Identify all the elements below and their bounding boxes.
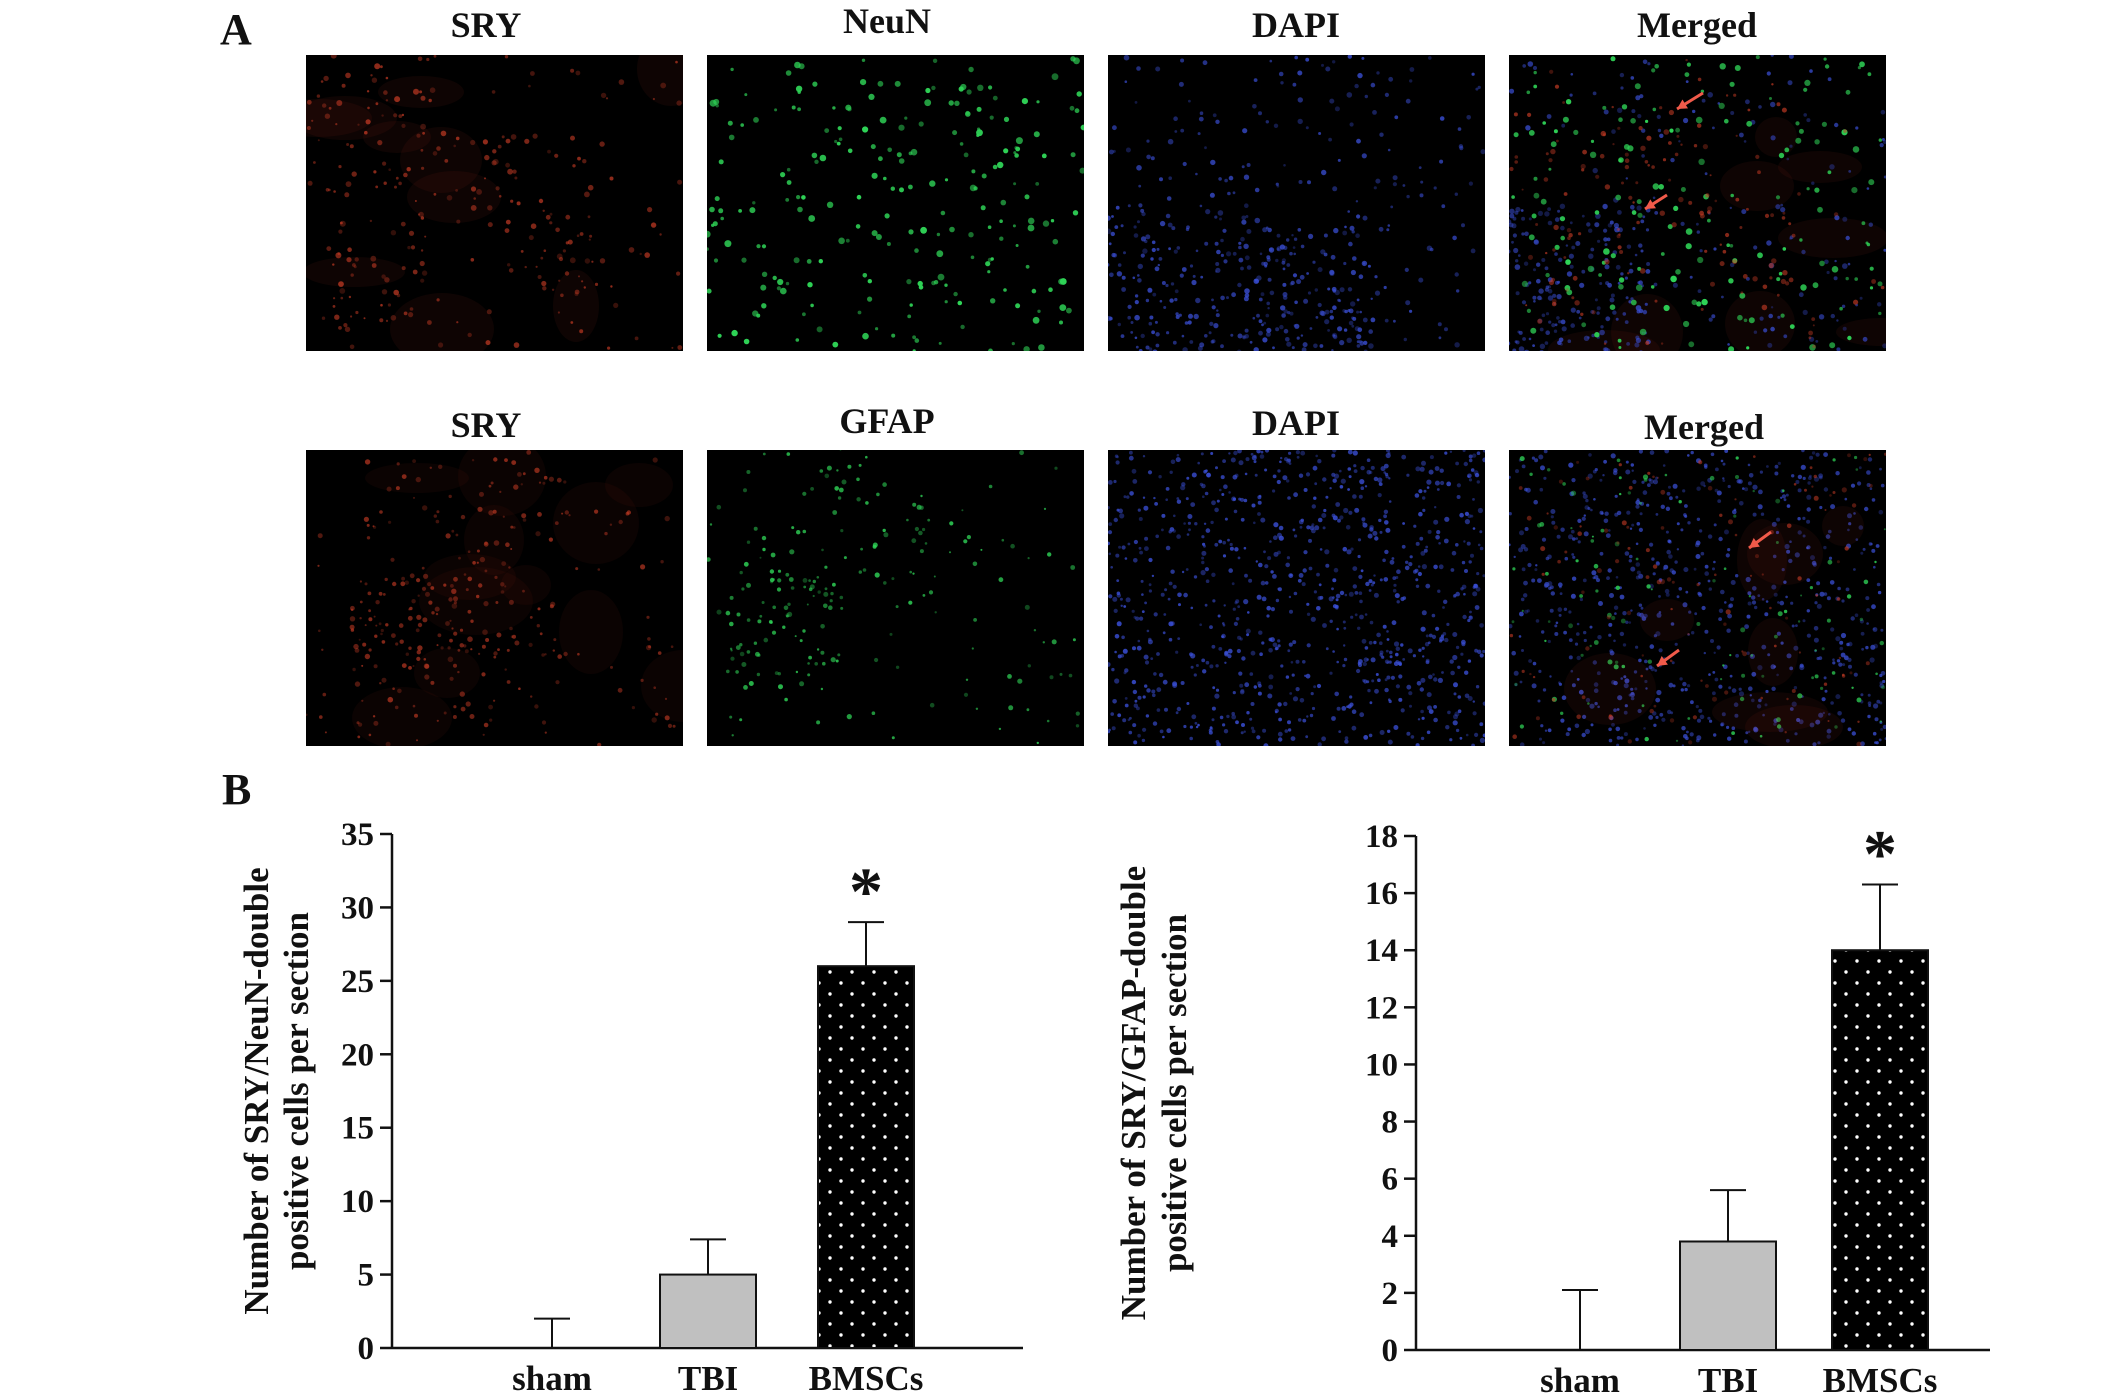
x-tick-label: BMSCs	[1823, 1361, 1938, 1394]
row1-label-sry: SRY	[450, 5, 522, 45]
x-tick-label: sham	[1540, 1361, 1620, 1394]
y-tick-label: 35	[341, 817, 374, 853]
x-tick-label: TBI	[1698, 1361, 1758, 1394]
y-tick-label: 5	[358, 1258, 375, 1294]
x-tick-label: sham	[512, 1359, 592, 1394]
error-bar-bmscs	[848, 921, 884, 967]
y-tick-label: 0	[1382, 1333, 1399, 1369]
y-axis-label: Number of SRY/GFAP-double	[1114, 866, 1153, 1320]
micrograph-merged-neun-row	[1509, 55, 1886, 351]
y-tick-label: 12	[1365, 990, 1398, 1026]
error-bar-sham	[1562, 1289, 1598, 1350]
panel-letter-a: A	[220, 5, 252, 54]
error-bar-tbi	[690, 1238, 726, 1275]
x-tick-label: TBI	[678, 1359, 738, 1394]
y-tick-label: 30	[341, 890, 374, 926]
y-tick-label: 18	[1365, 819, 1398, 855]
y-tick-label: 8	[1382, 1105, 1399, 1141]
micrograph-neun	[707, 55, 1084, 351]
bar-bmscs	[1831, 949, 1929, 1351]
bar-bmscs	[817, 965, 915, 1350]
row2-label-dapi: DAPI	[1252, 403, 1340, 443]
micrograph-sry-gfap-row	[306, 450, 683, 746]
micrograph-merged-gfap-row	[1509, 450, 1886, 746]
micrograph-sry-neun-row	[306, 55, 683, 351]
y-tick-label: 6	[1382, 1162, 1399, 1198]
bar-chart-sry-gfap: 0 2 4 6 8 10 12 14 16 18 Number of SRY/GFAP-double…	[1114, 816, 1990, 1394]
micrograph-dapi-neun-row	[1108, 55, 1485, 351]
y-tick-label: 0	[358, 1331, 375, 1367]
y-axis-label: Number of SRY/NeuN-double	[237, 867, 276, 1314]
y-tick-label: 10	[341, 1184, 374, 1220]
arrow-icon	[1676, 91, 1704, 111]
y-tick-label: 25	[341, 964, 374, 1000]
bar-chart-sry-neun: 0 5 10 15 20 25 30 35 Number of SRY/NeuN-double p…	[237, 817, 1023, 1394]
y-tick-label: 20	[341, 1037, 374, 1073]
y-tick-label: 10	[1365, 1047, 1398, 1083]
y-tick-label: 16	[1365, 876, 1398, 912]
bar-tbi	[659, 1273, 757, 1350]
arrow-icon	[1656, 648, 1680, 668]
row1-label-merged: Merged	[1637, 5, 1757, 45]
micrograph-gfap	[707, 450, 1084, 746]
row2-label-sry: SRY	[450, 405, 522, 445]
error-bar-bmscs	[1862, 883, 1898, 951]
y-axis-label: positive cells per section	[277, 912, 316, 1270]
error-bar-sham	[534, 1317, 570, 1348]
micrograph-dapi-gfap-row	[1108, 450, 1485, 746]
bar-tbi	[1679, 1240, 1777, 1351]
y-tick-label: 14	[1365, 933, 1398, 969]
significance-asterisk: *	[1863, 816, 1897, 892]
row1-label-neun: NeuN	[843, 1, 931, 41]
row2-label-gfap: GFAP	[839, 401, 935, 441]
row1-label-dapi: DAPI	[1252, 5, 1340, 45]
error-bar-tbi	[1710, 1189, 1746, 1242]
panel-letter-b: B	[222, 765, 252, 814]
row2-label-merged: Merged	[1644, 407, 1764, 447]
y-tick-label: 2	[1382, 1276, 1399, 1312]
significance-asterisk: *	[849, 853, 883, 929]
y-tick-label: 15	[341, 1111, 374, 1147]
y-tick-label: 4	[1382, 1219, 1399, 1255]
y-axis-label: positive cells per section	[1155, 914, 1194, 1272]
arrow-icon	[1644, 193, 1668, 211]
x-tick-label: BMSCs	[809, 1359, 924, 1394]
arrow-icon	[1748, 530, 1772, 550]
